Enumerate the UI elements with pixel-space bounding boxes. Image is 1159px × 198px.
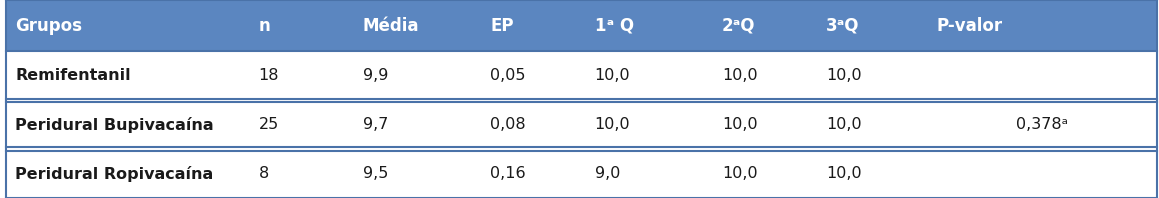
Text: 0,08: 0,08 [490,117,526,132]
Text: Média: Média [363,17,420,35]
Text: 9,5: 9,5 [363,166,388,181]
Text: Peridural Bupivacaína: Peridural Bupivacaína [15,117,213,133]
Text: 10,0: 10,0 [595,117,630,132]
Text: 10,0: 10,0 [826,68,862,83]
Text: 10,0: 10,0 [722,117,758,132]
Text: 18: 18 [258,68,279,83]
Text: 10,0: 10,0 [826,117,862,132]
Text: n: n [258,17,270,35]
Text: Remifentanil: Remifentanil [15,68,131,83]
Text: Grupos: Grupos [15,17,82,35]
Text: 3ᵃQ: 3ᵃQ [826,17,860,35]
Text: 9,7: 9,7 [363,117,388,132]
Text: 10,0: 10,0 [722,166,758,181]
Text: 1ᵃ Q: 1ᵃ Q [595,17,634,35]
Text: 9,0: 9,0 [595,166,620,181]
Text: EP: EP [490,17,513,35]
Text: 2ᵃQ: 2ᵃQ [722,17,756,35]
Text: 25: 25 [258,117,278,132]
Text: 9,9: 9,9 [363,68,388,83]
Text: P-valor: P-valor [936,17,1003,35]
Text: 0,05: 0,05 [490,68,526,83]
Text: 0,16: 0,16 [490,166,526,181]
Text: 0,378ᵃ: 0,378ᵃ [1016,117,1067,132]
Bar [6,0,1157,51]
Text: 10,0: 10,0 [595,68,630,83]
Text: 8: 8 [258,166,269,181]
Text: 10,0: 10,0 [722,68,758,83]
Text: 10,0: 10,0 [826,166,862,181]
Text: Peridural Ropivacaína: Peridural Ropivacaína [15,166,213,182]
